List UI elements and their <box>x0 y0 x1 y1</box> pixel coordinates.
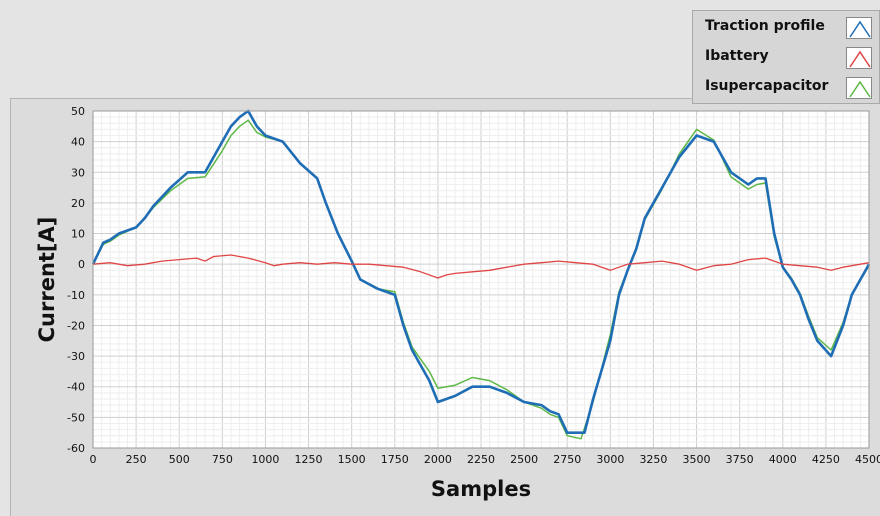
legend-label: Traction profile <box>705 18 825 34</box>
plot-frame <box>92 110 870 449</box>
x-tick-label: 0 <box>90 453 97 466</box>
x-tick-label: 2750 <box>553 453 581 466</box>
x-tick-label: 1750 <box>381 453 409 466</box>
y-tick-label: -60 <box>67 442 85 455</box>
x-tick-label: 750 <box>212 453 233 466</box>
x-tick-label: 3500 <box>683 453 711 466</box>
line-chart: 50 40 30 20 10 0 -10 -20 -30 -40 -50 -60 0 250 500 750 1… <box>35 105 880 501</box>
x-tick-label: 3000 <box>596 453 624 466</box>
legend-item-traction-profile[interactable]: Traction profile <box>693 13 880 43</box>
x-tick-label: 1000 <box>251 453 279 466</box>
legend-label: Ibattery <box>705 48 769 64</box>
x-tick-label: 4250 <box>812 453 840 466</box>
y-tick-label: -30 <box>67 350 85 363</box>
legend-item-ibattery[interactable]: Ibattery <box>693 43 880 73</box>
x-tick-label: 2250 <box>467 453 495 466</box>
y-tick-label: -10 <box>67 289 85 302</box>
tick-labels: 50 40 30 20 10 0 -10 -20 -30 -40 -50 -60 0 250 500 750 1… <box>67 105 880 466</box>
legend-swatch-icon <box>846 47 872 69</box>
x-tick-label: 500 <box>169 453 190 466</box>
series-layer <box>91 109 871 440</box>
grid <box>92 110 870 449</box>
y-tick-label: 20 <box>71 197 85 210</box>
x-tick-label: 4000 <box>769 453 797 466</box>
legend-item-isupercapacitor[interactable]: Isupercapacitor <box>693 73 880 103</box>
x-tick-label: 250 <box>126 453 147 466</box>
y-tick-label: -20 <box>67 319 85 332</box>
y-tick-label: 0 <box>78 258 85 271</box>
y-tick-label: 10 <box>71 228 85 241</box>
x-tick-label: 1250 <box>295 453 323 466</box>
y-tick-label: 40 <box>71 136 85 149</box>
series-traction-profile-line <box>91 109 871 435</box>
y-tick-label: 50 <box>71 105 85 118</box>
x-tick-label: 3750 <box>726 453 754 466</box>
chart-panel: 50 40 30 20 10 0 -10 -20 -30 -40 -50 -60 0 250 500 750 1… <box>10 98 880 516</box>
series-isupercapacitor-line <box>92 119 870 440</box>
x-tick-label: 1500 <box>338 453 366 466</box>
legend-swatch-icon <box>846 77 872 99</box>
y-axis-title: Current[A] <box>35 217 59 343</box>
series-ibattery-line <box>92 254 870 279</box>
y-tick-label: -50 <box>67 411 85 424</box>
x-axis-title: Samples <box>431 477 531 501</box>
x-tick-label: 2000 <box>424 453 452 466</box>
y-tick-label: -40 <box>67 381 85 394</box>
x-tick-label: 3250 <box>639 453 667 466</box>
legend-swatch-icon <box>846 17 872 39</box>
y-tick-label: 30 <box>71 166 85 179</box>
x-tick-label: 4500 <box>855 453 880 466</box>
legend: Traction profile Ibattery Isupercapacito… <box>692 10 880 104</box>
legend-label: Isupercapacitor <box>705 78 829 94</box>
x-tick-label: 2500 <box>510 453 538 466</box>
